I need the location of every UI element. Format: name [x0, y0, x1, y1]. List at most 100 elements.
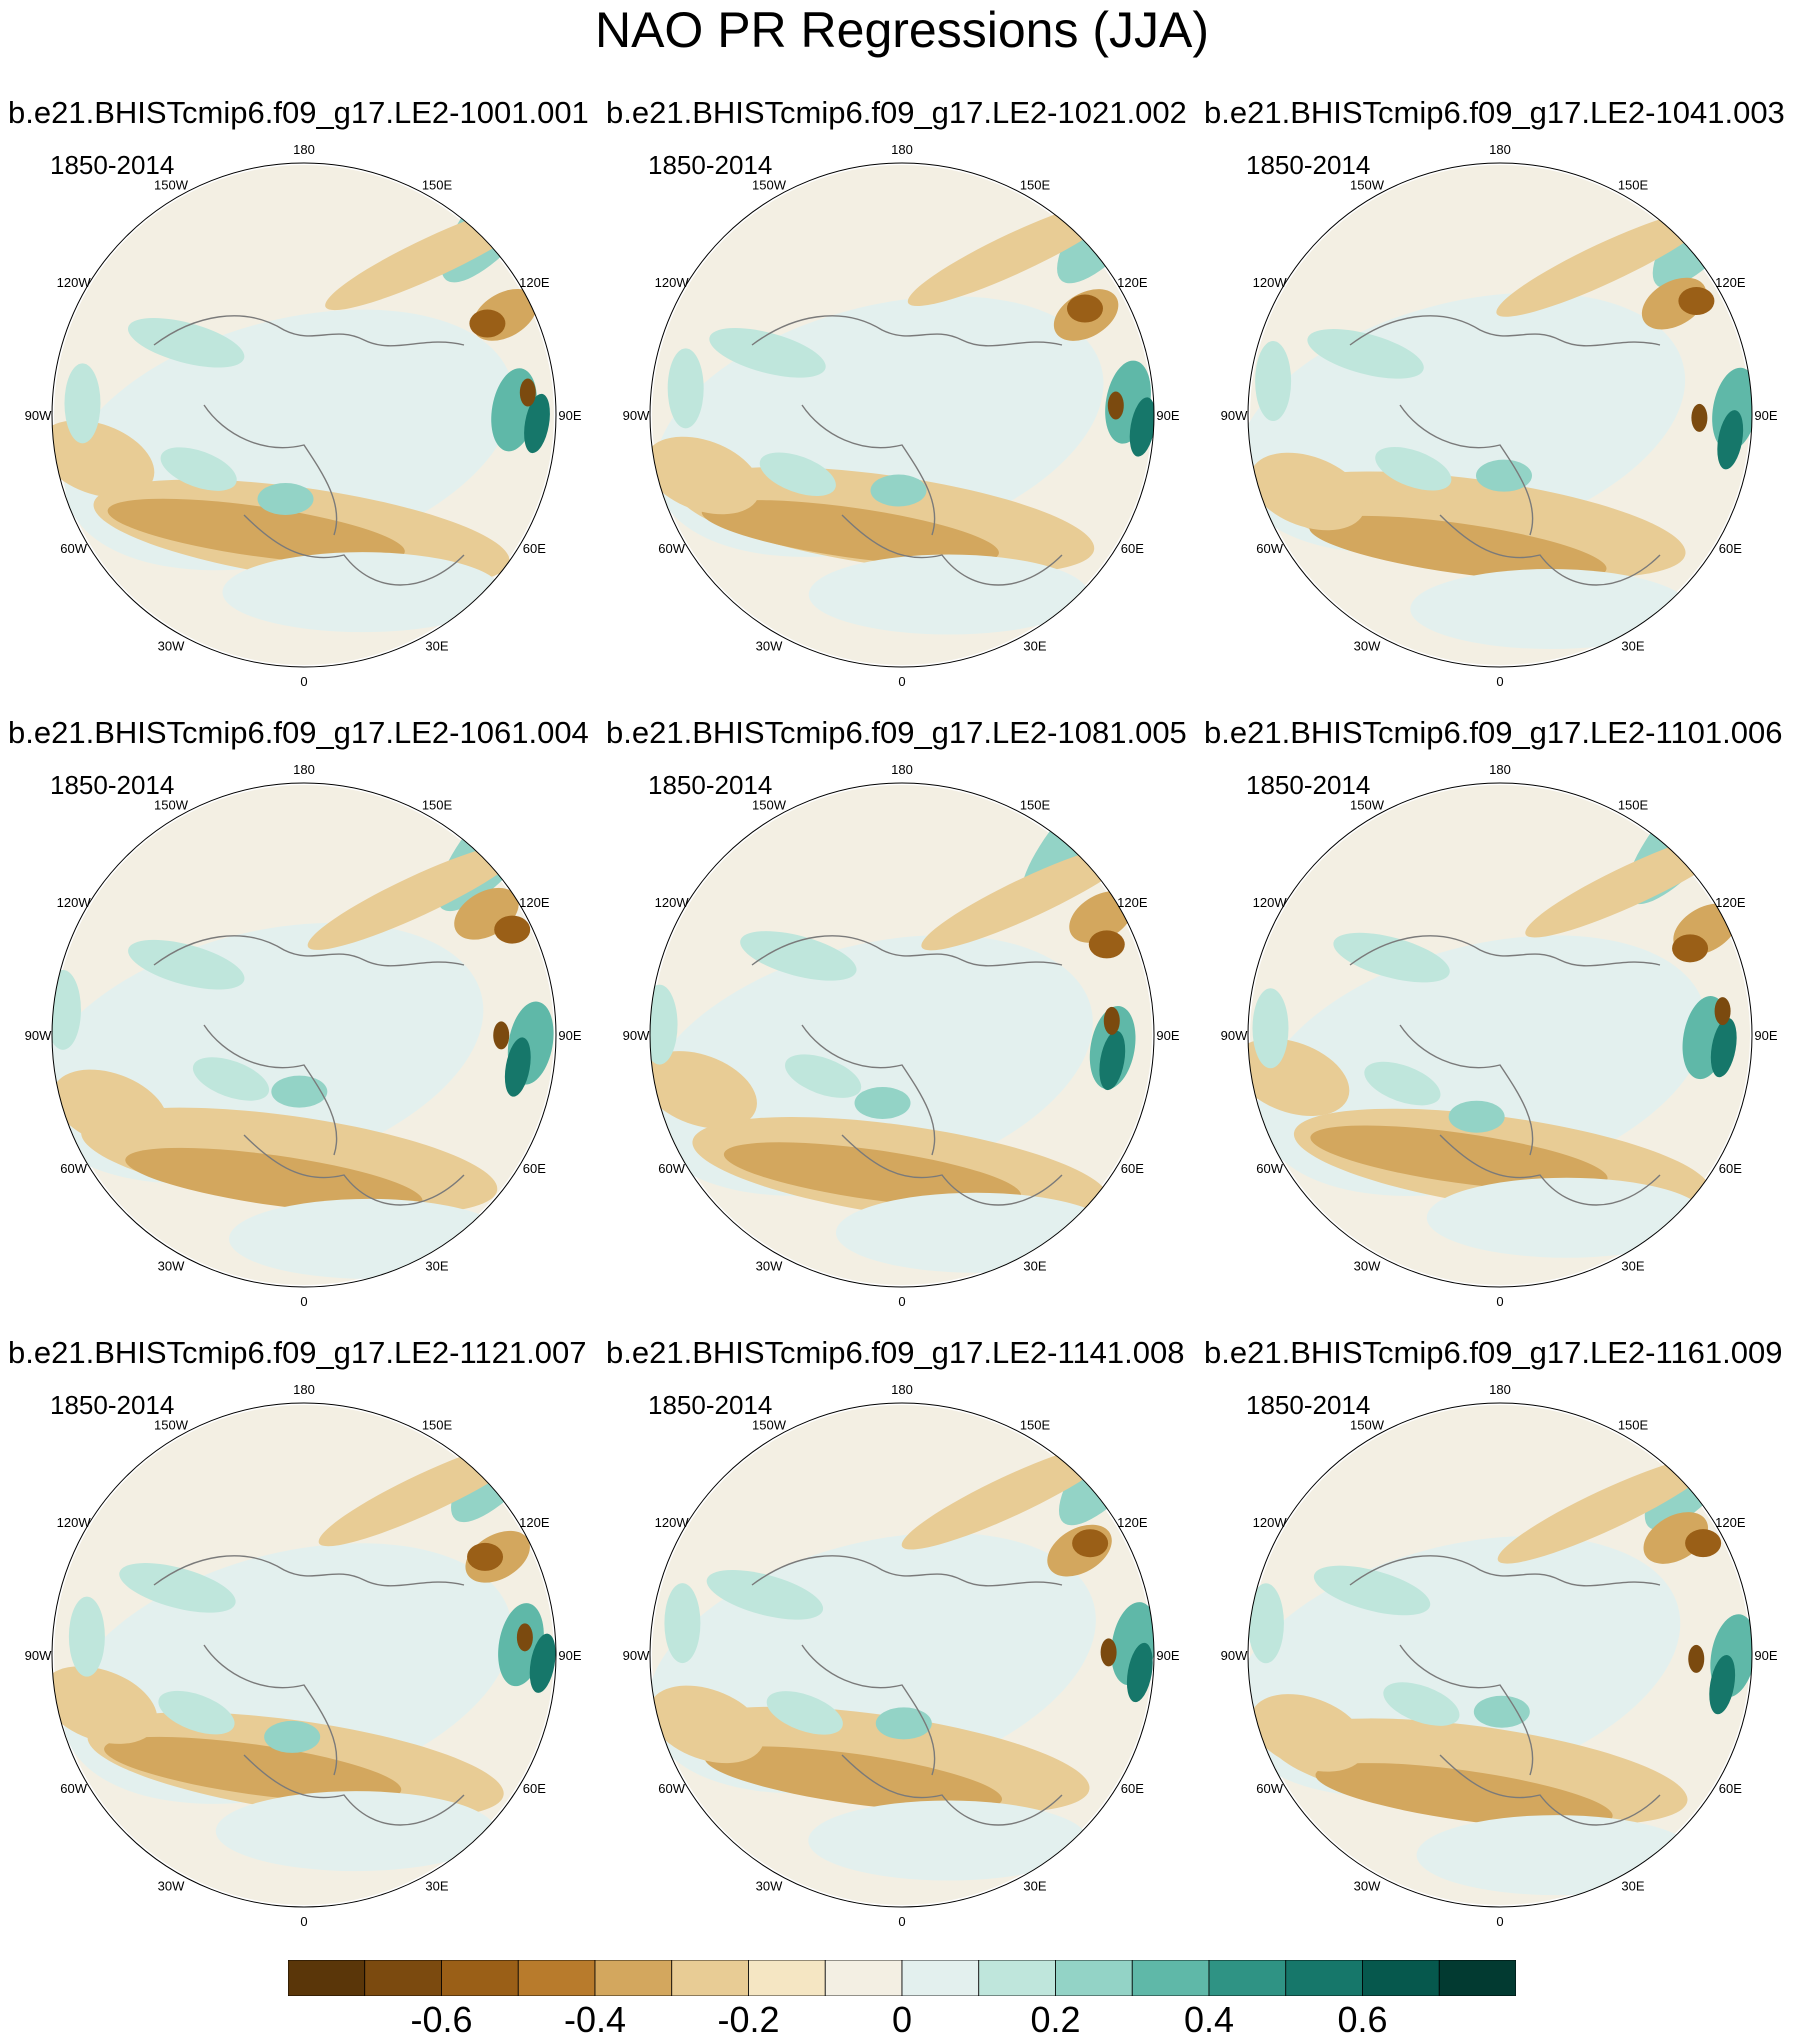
anomaly-contour [706, 1570, 824, 1620]
longitude-label: 90E [1754, 1648, 1777, 1663]
polar-map: 180 150E 120E 90E 60E 30E 0 30W 60W 90W 120W 150W [623, 1382, 1180, 1929]
longitude-label: 60E [1719, 1781, 1742, 1796]
coastline [751, 315, 1063, 586]
longitude-label: 120E [1117, 1515, 1148, 1530]
map-boundary [649, 162, 1155, 668]
longitude-label: 60E [1121, 1161, 1144, 1176]
longitude-label: 0 [300, 1294, 307, 1309]
colorbar-swatch [288, 1960, 366, 1996]
longitude-label: 60E [1719, 1161, 1742, 1176]
anomaly-contour [507, 163, 556, 224]
anomaly-contour [901, 1441, 1120, 1550]
longitude-label: 60W [60, 1161, 87, 1176]
longitude-label: 60W [658, 541, 685, 556]
anomaly-contour [451, 1403, 556, 1523]
colorbar-tick-label: -0.6 [410, 1999, 473, 2040]
anomaly-contour [271, 1075, 328, 1108]
panel-title: b.e21.BHISTcmip6.f09_g17.LE2-1081.005 [606, 715, 1187, 750]
anomaly-contour [474, 783, 549, 852]
anomaly-contour [1057, 163, 1154, 284]
longitude-label: 180 [293, 1382, 315, 1397]
longitude-label: 90E [1156, 408, 1179, 423]
longitude-label: 150E [1020, 1418, 1051, 1433]
longitude-label: 60W [658, 1161, 685, 1176]
longitude-label: 120W [57, 1515, 92, 1530]
colorbar [288, 1960, 1516, 1996]
anomaly-contour [1104, 163, 1154, 233]
colorbar-swatch [1285, 1960, 1363, 1996]
anomaly-contour [667, 348, 704, 429]
longitude-label: 120W [1253, 1515, 1288, 1530]
colorbar-swatch [594, 1960, 673, 1996]
longitude-label: 90E [1754, 1028, 1777, 1043]
longitude-label: 30W [756, 1258, 783, 1273]
longitude-label: 30W [756, 1878, 783, 1893]
anomaly-contour [835, 1192, 1116, 1273]
longitude-label: 180 [293, 142, 315, 157]
anomaly-contour [519, 378, 536, 407]
map-boundary [51, 782, 557, 1288]
longitude-label: 30E [1023, 1258, 1046, 1273]
colorbar-swatch [1438, 1960, 1516, 1996]
longitude-label: 180 [1489, 142, 1511, 157]
anomaly-contour [1107, 391, 1124, 420]
longitude-label: 30W [1354, 1878, 1381, 1893]
panel-title: b.e21.BHISTcmip6.f09_g17.LE2-1101.006 [1204, 715, 1783, 750]
anomaly-contour [52, 1069, 168, 1148]
coastline [751, 935, 1063, 1206]
anomaly-contour [125, 1147, 423, 1213]
anomaly-contour [257, 482, 314, 515]
colorbar-swatch [517, 1960, 596, 1996]
anomaly-contour [664, 1583, 701, 1664]
longitude-label: 150E [1020, 178, 1051, 193]
anomaly-contour [870, 474, 927, 507]
anomaly-contour [709, 328, 826, 378]
polar-map: 180 150E 120E 90E 60E 30E 0 30W 60W 90W 120W 150W [25, 142, 582, 689]
longitude-label: 60W [1256, 1161, 1283, 1176]
anomaly-contour [104, 1736, 402, 1802]
anomaly-contour [1309, 515, 1607, 581]
period-label: 1850-2014 [1246, 150, 1371, 180]
anomaly-contour [1248, 1583, 1284, 1664]
anomaly-contour [1255, 341, 1292, 422]
anomaly-contour [1448, 1100, 1505, 1133]
anomaly-contour [493, 1021, 510, 1050]
longitude-label: 90W [1221, 408, 1248, 423]
longitude-label: 120W [655, 1515, 690, 1530]
longitude-label: 60W [60, 1781, 87, 1796]
coastline [153, 315, 465, 586]
anomaly-contour [215, 1791, 496, 1872]
longitude-label: 90W [1221, 1028, 1248, 1043]
period-label: 1850-2014 [1246, 1390, 1371, 1420]
anomaly-contour [229, 1198, 510, 1279]
longitude-label: 90W [25, 1648, 52, 1663]
anomaly-contour [1383, 1682, 1460, 1726]
longitude-label: 150W [154, 178, 189, 193]
anomaly-contour [1714, 997, 1731, 1026]
anomaly-contour [650, 984, 678, 1065]
longitude-label: 90E [1156, 1648, 1179, 1663]
longitude-label: 60W [1256, 541, 1283, 556]
longitude-label: 180 [293, 762, 315, 777]
anomaly-contour [1100, 1638, 1117, 1667]
panel-title: b.e21.BHISTcmip6.f09_g17.LE2-1021.002 [606, 95, 1187, 130]
longitude-label: 150E [422, 1418, 453, 1433]
colorbar-tick-label: 0 [891, 1999, 913, 2040]
longitude-label: 60W [60, 541, 87, 556]
longitude-label: 30W [158, 1258, 185, 1273]
anomaly-contour [1496, 209, 1715, 317]
anomaly-contour [785, 1054, 862, 1098]
anomaly-contour [808, 554, 1089, 635]
anomaly-contour [1078, 783, 1153, 843]
anomaly-contour [1103, 1006, 1120, 1035]
anomaly-contour [1473, 1695, 1530, 1728]
panel-title: b.e21.BHISTcmip6.f09_g17.LE2-1001.001 [8, 95, 589, 130]
anomaly-contour [808, 1800, 1089, 1881]
longitude-label: 30W [1354, 638, 1381, 653]
longitude-label: 150E [1020, 798, 1051, 813]
longitude-label: 30E [425, 1878, 448, 1893]
anomaly-contour [1416, 1815, 1697, 1896]
polar-map: 180 150E 120E 90E 60E 30E 0 30W 60W 90W 120W 150W [1221, 1382, 1778, 1929]
anomaly-contour [1315, 1763, 1613, 1828]
longitude-label: 60E [1121, 541, 1144, 556]
